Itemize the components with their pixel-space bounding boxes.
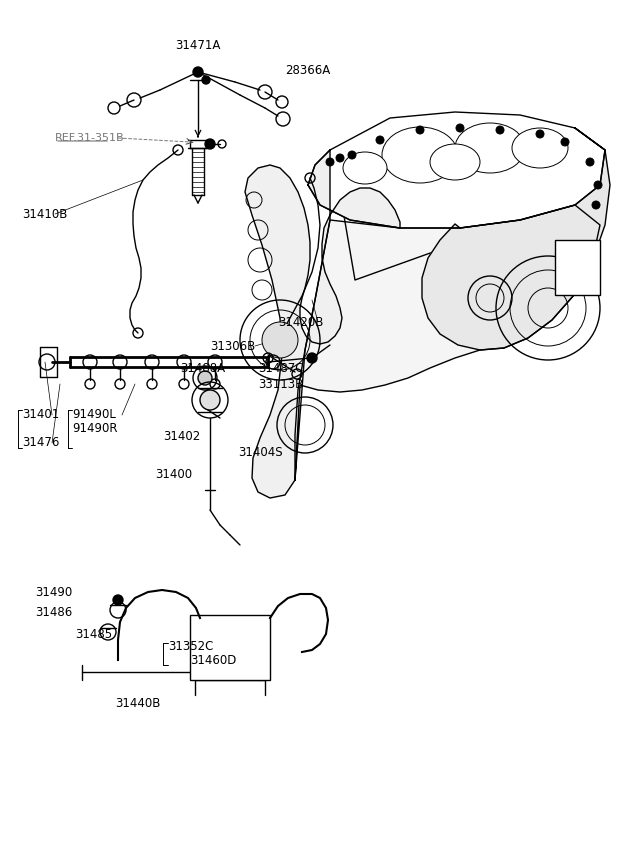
Circle shape bbox=[262, 322, 298, 358]
Circle shape bbox=[200, 390, 220, 410]
Text: 31471A: 31471A bbox=[175, 39, 221, 52]
Circle shape bbox=[592, 201, 600, 209]
Circle shape bbox=[205, 139, 215, 149]
Circle shape bbox=[416, 126, 424, 134]
Text: 91490L: 91490L bbox=[72, 409, 116, 421]
Circle shape bbox=[586, 158, 594, 166]
Bar bbox=[190, 615, 270, 680]
Ellipse shape bbox=[512, 128, 568, 168]
Ellipse shape bbox=[382, 127, 458, 183]
Text: 31485: 31485 bbox=[75, 628, 112, 640]
Circle shape bbox=[376, 136, 384, 144]
Polygon shape bbox=[333, 126, 600, 225]
Text: 31460D: 31460D bbox=[190, 655, 236, 667]
Polygon shape bbox=[245, 150, 400, 498]
Circle shape bbox=[336, 154, 344, 162]
Text: 31487C: 31487C bbox=[258, 361, 304, 375]
Text: 31440B: 31440B bbox=[115, 697, 161, 710]
Ellipse shape bbox=[343, 152, 387, 184]
Circle shape bbox=[198, 371, 212, 385]
Text: 31420B: 31420B bbox=[278, 315, 324, 328]
Circle shape bbox=[496, 126, 504, 134]
Circle shape bbox=[326, 158, 334, 166]
Text: 31410B: 31410B bbox=[22, 208, 68, 220]
Text: REF.31-351B: REF.31-351B bbox=[55, 133, 125, 143]
Circle shape bbox=[536, 130, 544, 138]
Text: 31476: 31476 bbox=[22, 437, 60, 449]
Ellipse shape bbox=[455, 123, 525, 173]
Text: 31488A: 31488A bbox=[180, 361, 225, 375]
Text: 31306B: 31306B bbox=[210, 339, 255, 353]
Circle shape bbox=[594, 181, 602, 189]
Text: 33113B: 33113B bbox=[258, 377, 303, 390]
Text: 31401: 31401 bbox=[22, 409, 60, 421]
Circle shape bbox=[307, 353, 317, 363]
Text: 91490R: 91490R bbox=[72, 422, 118, 436]
Bar bbox=[555, 240, 600, 295]
Circle shape bbox=[113, 595, 123, 605]
Circle shape bbox=[193, 67, 203, 77]
Text: 28366A: 28366A bbox=[285, 64, 330, 76]
Polygon shape bbox=[422, 128, 610, 350]
Polygon shape bbox=[308, 112, 605, 228]
Circle shape bbox=[561, 138, 569, 146]
Polygon shape bbox=[333, 152, 592, 280]
Circle shape bbox=[348, 151, 356, 159]
Text: 31352C: 31352C bbox=[168, 640, 213, 654]
Circle shape bbox=[456, 124, 464, 132]
Text: 31486: 31486 bbox=[35, 606, 73, 620]
Ellipse shape bbox=[430, 144, 480, 180]
Polygon shape bbox=[295, 205, 600, 480]
Text: 31404S: 31404S bbox=[238, 445, 283, 459]
Text: 31402: 31402 bbox=[163, 431, 200, 444]
Circle shape bbox=[202, 76, 210, 84]
Text: 31490: 31490 bbox=[35, 585, 73, 599]
Text: 31400: 31400 bbox=[155, 468, 192, 482]
